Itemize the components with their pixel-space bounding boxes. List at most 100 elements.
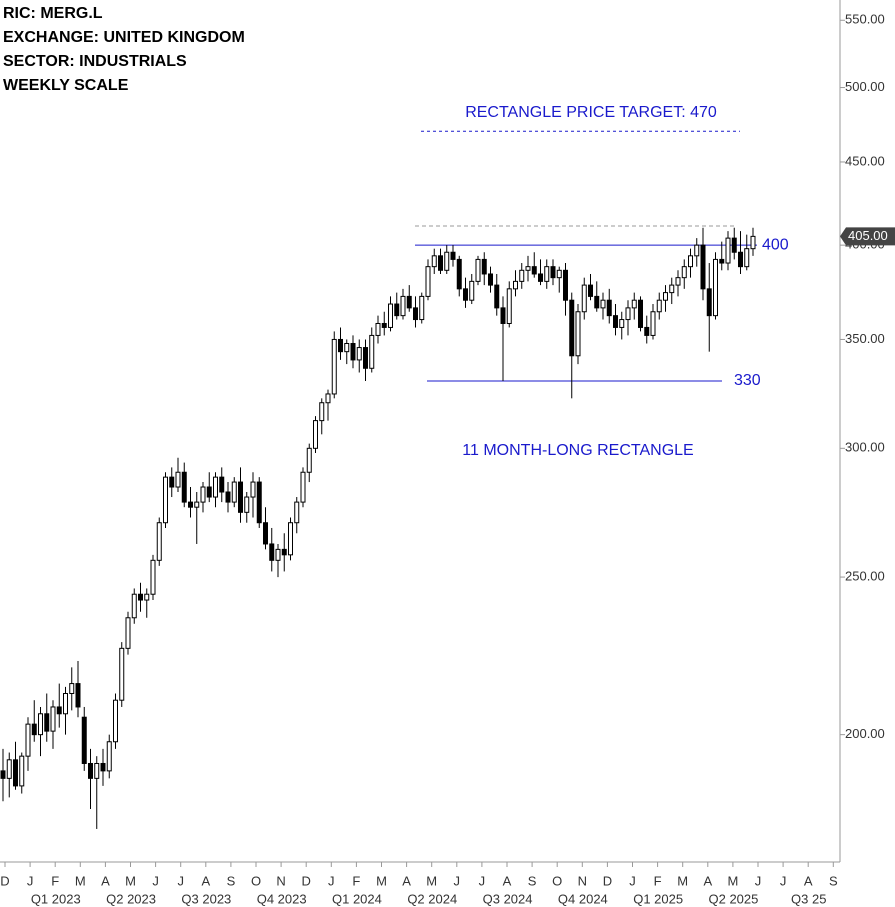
- candle-body: [631, 299, 637, 309]
- candle-body: [538, 273, 543, 282]
- candle-body: [25, 723, 31, 757]
- candle-body: [669, 284, 675, 294]
- candle-body: [81, 716, 87, 764]
- month-label: J: [629, 873, 636, 888]
- candle-body: [531, 266, 537, 275]
- candle-body: [256, 481, 262, 524]
- month-label: F: [654, 873, 662, 888]
- candle-body: [719, 258, 725, 264]
- candle-body: [488, 273, 493, 286]
- candle-body: [69, 683, 75, 695]
- candle-body: [313, 420, 318, 449]
- target-label: RECTANGLE PRICE TARGET: 470: [465, 104, 717, 121]
- candle-body: [344, 342, 350, 353]
- quarter-label: Q1 2024: [332, 891, 382, 906]
- candle-body: [638, 299, 643, 328]
- candle-body: [100, 762, 106, 772]
- y-tick-label: 450.00: [845, 153, 885, 168]
- candle-body: [738, 251, 743, 268]
- candle-body: [213, 476, 218, 498]
- candle-body: [656, 299, 662, 313]
- candle-body: [419, 295, 425, 321]
- month-label: S: [528, 873, 537, 888]
- last-price-tag: [840, 227, 895, 246]
- candle-body: [119, 647, 125, 701]
- candle-body: [569, 299, 575, 357]
- candle-body: [0, 770, 6, 779]
- month-label: D: [302, 873, 311, 888]
- candle-body: [381, 322, 387, 328]
- y-tick-label: 500.00: [845, 79, 885, 94]
- candle-body: [206, 486, 212, 498]
- month-label: A: [804, 873, 813, 888]
- candle-body: [544, 266, 550, 282]
- month-label: D: [603, 873, 612, 888]
- candle-body: [56, 706, 62, 715]
- candle-body: [275, 548, 281, 561]
- candle-body: [44, 713, 50, 732]
- y-tick-label: 550.00: [845, 12, 885, 27]
- candle-body: [263, 522, 268, 545]
- month-label: N: [578, 873, 587, 888]
- candle-body: [731, 237, 737, 253]
- month-label: S: [829, 873, 838, 888]
- candle-body: [513, 280, 518, 290]
- month-label: O: [251, 873, 261, 888]
- month-label: M: [727, 873, 738, 888]
- month-label: A: [101, 873, 110, 888]
- candle-body: [269, 543, 275, 561]
- quarter-label: Q2 2025: [709, 891, 759, 906]
- candle-body: [444, 251, 450, 271]
- candle-body: [388, 303, 393, 328]
- candle-body: [325, 393, 331, 404]
- candle-body: [481, 258, 487, 275]
- candle-body: [581, 284, 587, 313]
- candle-body: [475, 258, 481, 282]
- month-label: A: [503, 873, 512, 888]
- candle-body: [625, 307, 631, 321]
- quarter-label: Q1 2023: [31, 891, 81, 906]
- candle-body: [613, 315, 618, 328]
- candle-body: [319, 402, 325, 422]
- candle-body: [594, 295, 600, 309]
- quarter-label: Q1 2025: [633, 891, 683, 906]
- candle-body: [413, 307, 418, 321]
- y-tick-label: 200.00: [845, 726, 885, 741]
- candle-body: [369, 334, 375, 369]
- quarter-label: Q4 2023: [257, 891, 307, 906]
- candle-body: [375, 322, 381, 336]
- candle-body: [175, 471, 181, 488]
- month-label: S: [227, 873, 236, 888]
- month-label: M: [376, 873, 387, 888]
- month-label: O: [552, 873, 562, 888]
- candle-body: [619, 319, 625, 328]
- candle-body: [400, 295, 406, 317]
- y-tick-label: 350.00: [845, 331, 885, 346]
- month-label: F: [51, 873, 59, 888]
- candle-body: [438, 255, 443, 271]
- resistance-label: 400: [762, 236, 789, 253]
- candle-body: [506, 288, 512, 324]
- month-label: M: [677, 873, 688, 888]
- candle-body: [250, 481, 256, 498]
- candle-body: [750, 235, 756, 250]
- candle-body: [356, 347, 362, 361]
- candle-body: [113, 699, 118, 743]
- candle-body: [13, 759, 18, 787]
- candle-body: [600, 299, 606, 309]
- candle-body: [169, 476, 175, 488]
- candle-body: [331, 338, 337, 395]
- candle-body: [38, 713, 43, 736]
- support-label: 330: [734, 372, 761, 389]
- candle-body: [644, 326, 650, 336]
- candle-body: [144, 593, 150, 601]
- candle-body: [606, 299, 612, 317]
- candle-body: [700, 244, 706, 290]
- candle-body: [494, 284, 500, 309]
- candle-body: [288, 522, 293, 556]
- last-price-label: 405.00: [848, 228, 888, 243]
- candle-body: [6, 759, 12, 779]
- candle-body: [150, 559, 156, 595]
- quarter-label: Q2 2024: [407, 891, 457, 906]
